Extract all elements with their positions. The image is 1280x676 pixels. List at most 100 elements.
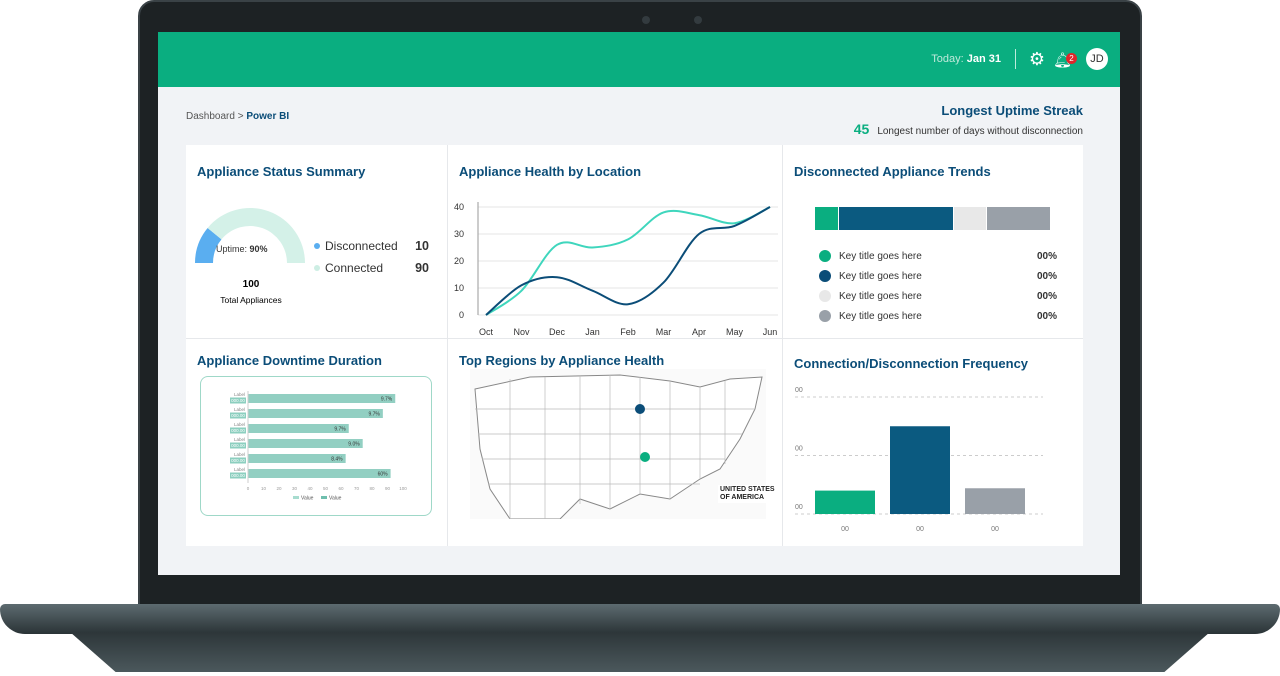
x-tick-label: 20 — [276, 486, 282, 491]
x-tick-label: 0 — [247, 486, 250, 491]
legend-value: 00% — [1036, 270, 1057, 282]
status-legend-item: Connected 90 — [314, 257, 429, 279]
x-tick-label: 90 — [385, 486, 391, 491]
y-tick-label: 00 — [795, 446, 803, 453]
x-tick-label: 100 — [399, 486, 407, 491]
card-title: Appliance Status Summary — [197, 164, 366, 179]
bar-value-label: 9.7% — [368, 412, 380, 418]
x-tick-label: 60 — [338, 486, 344, 491]
y-tick-label: 00 — [795, 387, 803, 394]
screen: Today: Jan 31 ⚙ 🔔︎ 2 JD Dashboard > Powe… — [158, 32, 1120, 575]
legend-label: Key title goes here — [839, 250, 922, 262]
health-card: Appliance Health by Location 0 10 20 30 40 Oc… — [448, 145, 783, 339]
legend-label: Disconnected — [325, 239, 398, 253]
x-tick-label: Dec — [549, 327, 566, 337]
total-label: Total Appliances — [220, 295, 282, 305]
legend-dot — [314, 243, 320, 249]
status-card: Appliance Status Summary Uptime: 90% Dis… — [186, 145, 448, 339]
legend-value: 00% — [1036, 290, 1057, 302]
stack-segment — [953, 207, 987, 230]
legend-label: Value — [329, 496, 342, 502]
x-tick-label: Feb — [620, 327, 636, 337]
bar-category: Label — [234, 467, 245, 472]
trends-legend: Key title goes here 00% Key title goes her… — [819, 246, 1057, 326]
card-title: Disconnected Appliance Trends — [794, 164, 991, 179]
breadcrumb-current: Power BI — [246, 111, 290, 122]
trends-card: Disconnected Appliance Trends Key title … — [783, 145, 1083, 339]
legend-dot — [314, 265, 320, 271]
y-tick-label: 30 — [454, 229, 464, 239]
downtime-bar — [248, 469, 391, 478]
map-marker[interactable] — [635, 404, 645, 414]
gauge-connected — [207, 208, 305, 263]
breadcrumb-sep: > — [237, 111, 244, 122]
uptime-streak: Longest Uptime Streak 45 Longest number o… — [854, 103, 1083, 137]
frequency-bar — [890, 426, 950, 514]
legend-swatch — [321, 496, 327, 499]
legend-label: Key title goes here — [839, 270, 922, 282]
breadcrumb: Dashboard > Power BI — [186, 111, 289, 122]
x-tick-label: 00 — [991, 526, 999, 533]
x-tick-label: Mar — [656, 327, 672, 337]
breadcrumb-root[interactable]: Dashboard — [186, 111, 235, 122]
stack-segment — [839, 207, 953, 230]
y-tick-label: 20 — [454, 256, 464, 266]
downtime-bar — [248, 439, 363, 448]
avatar[interactable]: JD — [1086, 48, 1108, 70]
bar-value-label: 9.7% — [381, 397, 393, 403]
x-tick-label: 30 — [292, 486, 298, 491]
gear-icon[interactable]: ⚙ — [1028, 49, 1045, 69]
trends-legend-item: Key title goes here 00% — [819, 246, 1057, 266]
map-country-label: UNITED STATES OF AMERICA — [718, 485, 780, 503]
health-line-chart: 0 10 20 30 40 Oct Nov Dec Jan Feb Mar Apr May Jun — [454, 202, 778, 337]
bar-code-tag — [230, 397, 246, 404]
bar-code: 000.00 — [231, 428, 245, 433]
bar-code: 000.00 — [231, 443, 245, 448]
x-tick-label: 50 — [323, 486, 329, 491]
today-date: Today: Jan 31 — [931, 53, 1001, 65]
bar-code-tag — [230, 442, 246, 449]
frequency-bar — [815, 490, 875, 514]
laptop-base-bottom — [70, 632, 1210, 672]
streak-value: 45 — [853, 121, 870, 137]
us-map[interactable] — [470, 369, 766, 519]
frequency-card: Connection/Disconnection Frequency 00 00 0… — [783, 339, 1083, 546]
series-line-navy — [485, 206, 771, 316]
bar-code-tag — [230, 457, 246, 464]
total-value: 100 — [242, 279, 260, 290]
bar-value-label: 9.0% — [348, 442, 360, 448]
map-marker[interactable] — [640, 452, 650, 462]
today-label: Today: — [931, 53, 964, 65]
card-title: Top Regions by Appliance Health — [459, 353, 665, 368]
today-value: Jan 31 — [966, 53, 1001, 65]
stack-segment — [987, 207, 1051, 230]
legend-dot — [819, 310, 831, 322]
status-legend-item: Disconnected 10 — [314, 235, 429, 257]
y-tick-label: 40 — [454, 202, 464, 212]
x-tick-label: 40 — [307, 486, 313, 491]
bar-code-tag — [230, 427, 246, 434]
legend-value: 00% — [1036, 310, 1057, 322]
legend-dot — [819, 250, 831, 262]
frequency-bar-chart: 00 00 00 00 00 00 — [795, 387, 1043, 533]
x-tick-label: Jan — [585, 327, 600, 337]
y-tick-label: 00 — [795, 504, 803, 511]
y-tick-label: 0 — [459, 310, 464, 320]
legend-label: Key title goes here — [839, 310, 922, 322]
legend-swatch — [293, 496, 299, 499]
sensor-icon — [694, 16, 702, 24]
bar-code-tag — [230, 412, 246, 419]
bar-value-label: 9.7% — [334, 427, 346, 433]
legend-label: Connected — [325, 261, 384, 275]
x-tick-label: 10 — [261, 486, 267, 491]
bar-code-tag — [230, 472, 246, 479]
bar-code: 000.00 — [231, 473, 245, 478]
legend-value: 00% — [1036, 250, 1057, 262]
bar-value-label: 8.4% — [331, 457, 343, 463]
bar-category: Label — [234, 452, 245, 457]
bar-value-label: 60% — [378, 472, 389, 478]
stack-segment — [815, 207, 839, 230]
downtime-card: Appliance Downtime Duration Label 000.00 9… — [186, 339, 448, 546]
x-tick-label: Nov — [513, 327, 530, 337]
uptime-text: Uptime: 90% — [216, 244, 268, 254]
